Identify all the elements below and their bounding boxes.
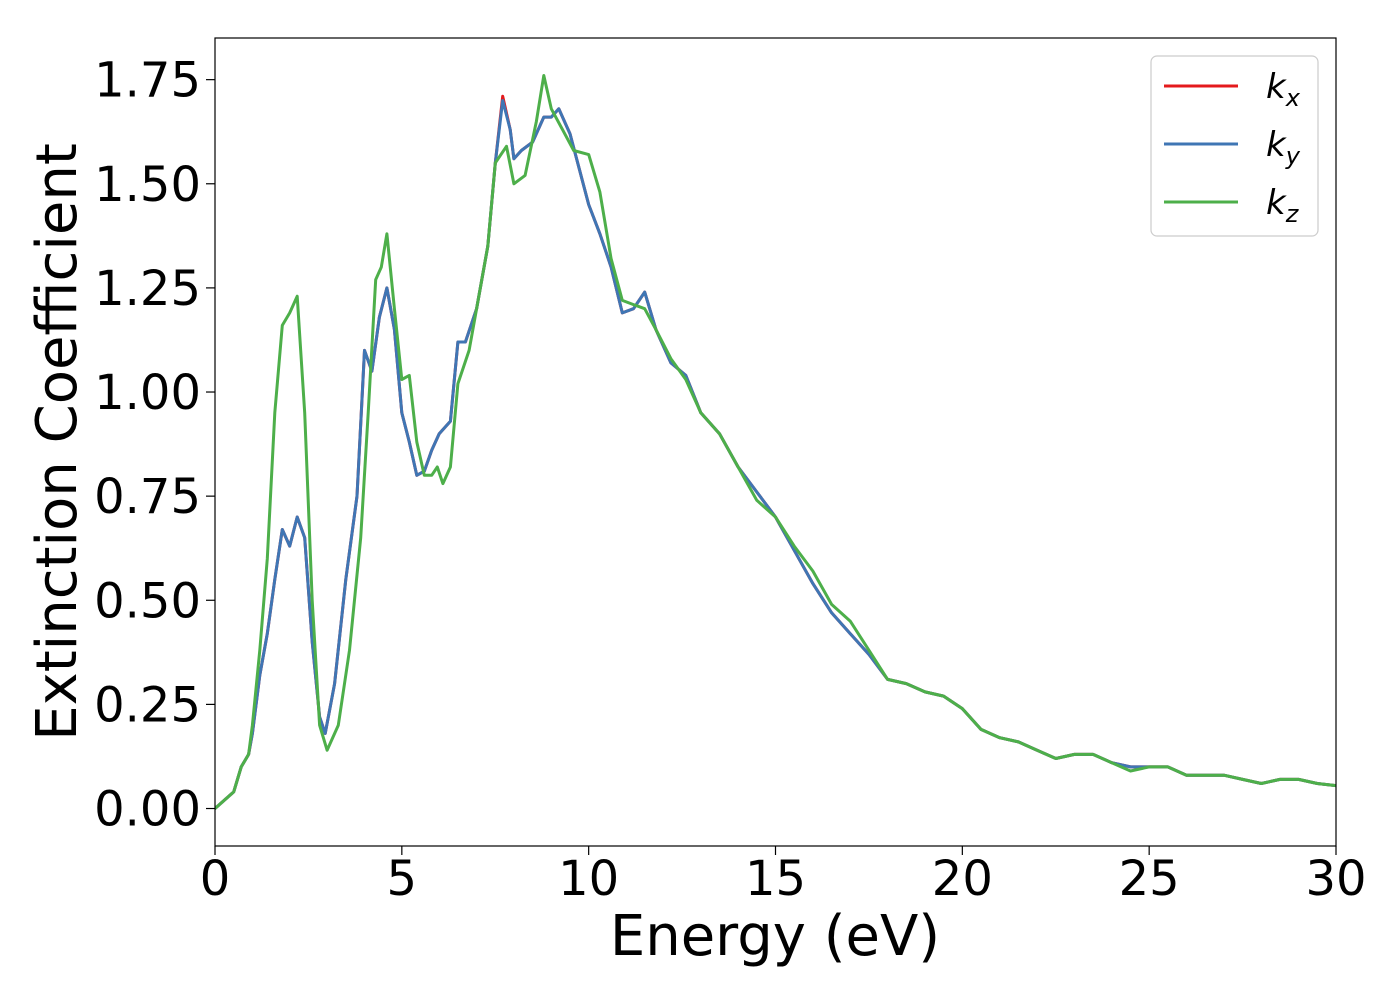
- series-line-k-z: [215, 74, 1336, 810]
- y-tick-label: 1.25: [94, 261, 201, 317]
- legend-frame: [1150, 55, 1319, 237]
- y-tick-label: 0.00: [94, 782, 201, 838]
- x-tick-label: 30: [1305, 851, 1366, 907]
- x-tick-label: 10: [558, 851, 619, 907]
- series-layer: [215, 74, 1336, 810]
- y-tick-label: 1.75: [94, 53, 201, 109]
- x-tick-label: 15: [745, 851, 806, 907]
- x-tick-label: 0: [200, 851, 231, 907]
- y-tick-label: 1.00: [94, 365, 201, 421]
- x-tick-label: 25: [1119, 851, 1180, 907]
- y-tick-label: 0.50: [94, 573, 201, 629]
- x-tick-label: 20: [932, 851, 993, 907]
- y-tick-label: 0.75: [94, 469, 201, 525]
- x-tick-label: 5: [387, 851, 418, 907]
- y-tick-label: 1.50: [94, 157, 201, 213]
- y-axis-title: Extinction Coefficient: [25, 143, 90, 741]
- x-axis-ticks: 0 5 10 15 20 25 30: [200, 846, 1367, 907]
- x-axis-title: Energy (eV): [610, 904, 940, 969]
- y-axis-ticks: 0.00 0.25 0.50 0.75 1.00 1.25 1.50 1.75: [94, 53, 215, 838]
- y-tick-label: 0.25: [94, 677, 201, 733]
